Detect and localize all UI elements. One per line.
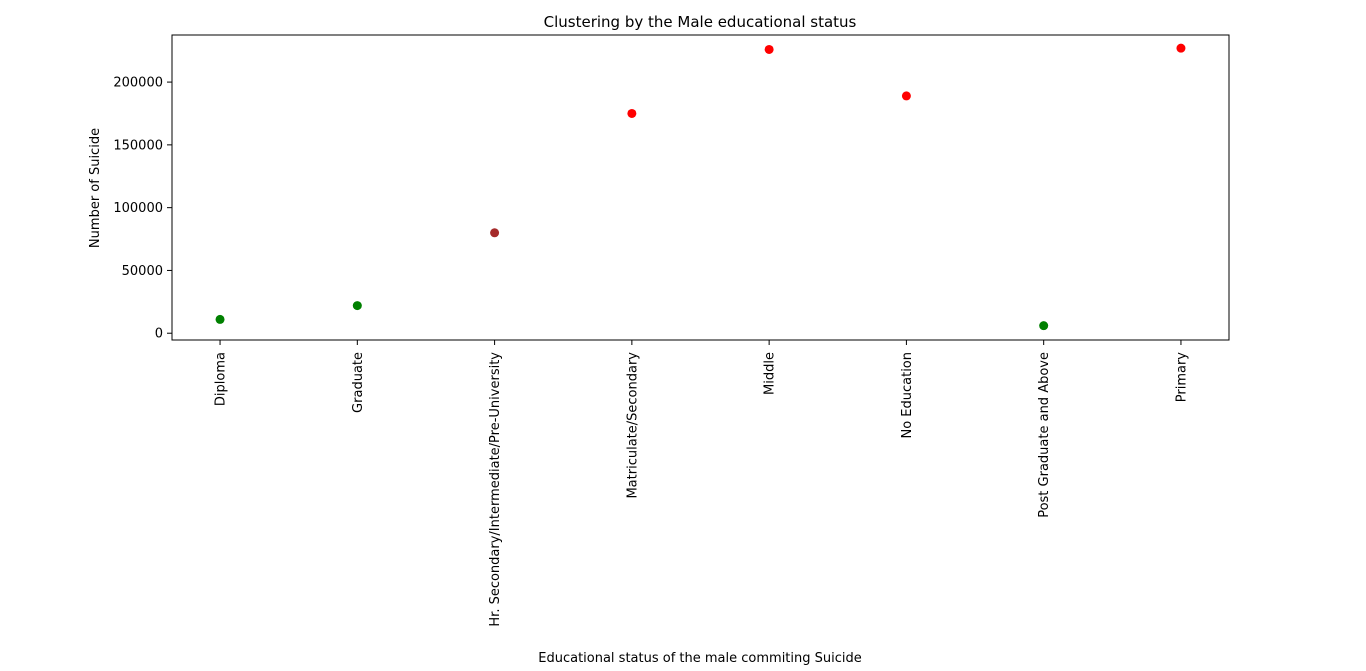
y-axis-title: Number of Suicide xyxy=(88,128,103,248)
data-point-6 xyxy=(901,91,911,101)
data-point-3 xyxy=(490,228,500,238)
x-tick-label: No Education xyxy=(900,352,915,439)
data-point-1 xyxy=(215,314,225,324)
points-layer xyxy=(215,43,1186,331)
data-point-4 xyxy=(627,108,637,118)
data-point-7 xyxy=(1039,321,1049,331)
y-tick-label: 200000 xyxy=(113,76,163,91)
x-tick-label: Primary xyxy=(1174,352,1189,403)
x-tick-label: Post Graduate and Above xyxy=(1037,352,1052,518)
y-axis: 0 50000 100000 150000 200000 xyxy=(113,76,172,342)
y-tick-label: 0 xyxy=(155,327,163,342)
x-tick-label: Hr. Secondary/Intermediate/Pre-Universit… xyxy=(488,352,503,627)
y-tick-label: 50000 xyxy=(122,264,163,279)
y-tick-label: 100000 xyxy=(113,201,163,216)
x-tick-label: Matriculate/Secondary xyxy=(625,352,640,499)
data-point-2 xyxy=(352,301,362,311)
data-point-8 xyxy=(1176,43,1186,53)
data-point-5 xyxy=(764,44,774,54)
x-axis: Diploma Graduate Hr. Secondary/Intermediat… xyxy=(214,340,1189,627)
x-tick-label: Graduate xyxy=(351,352,366,413)
x-tick-label: Diploma xyxy=(214,352,229,406)
x-axis-title: Educational status of the male commiting… xyxy=(538,651,862,666)
plot-frame xyxy=(171,34,1230,341)
y-tick-label: 150000 xyxy=(113,138,163,153)
chart-title: Clustering by the Male educational statu… xyxy=(544,13,857,31)
x-tick-label: Middle xyxy=(763,352,778,395)
